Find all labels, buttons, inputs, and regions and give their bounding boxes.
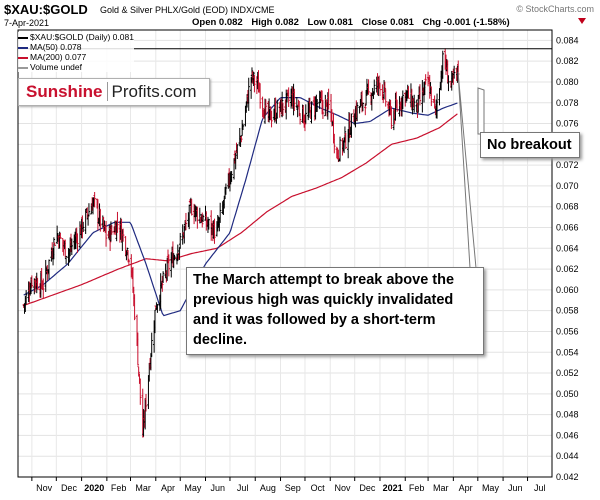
logo-part2: Profits.com (106, 82, 197, 101)
march-attempt-callout: The March attempt to break above the pre… (186, 267, 484, 355)
y-tick-label: 0.076 (556, 119, 579, 129)
legend-volume-swatch (18, 66, 28, 69)
x-tick-label: Sep (285, 483, 301, 493)
chart-frame (17, 29, 553, 478)
chart-date: 7-Apr-2021 (4, 18, 50, 28)
legend-ma200: MA(200) 0.077 (18, 52, 134, 62)
ma50-line (23, 97, 458, 317)
legend-ma200-swatch (18, 56, 28, 59)
x-tick-label: Feb (409, 483, 425, 493)
chart-symbol-title: $XAU:$GOLD (4, 2, 88, 17)
x-tick-label: Aug (260, 483, 276, 493)
ma200-layer (23, 113, 458, 307)
y-tick-label: 0.082 (556, 56, 579, 66)
high-value: High 0.082 (251, 17, 299, 28)
legend-volume-label: Volume undef (30, 62, 82, 72)
y-tick-label: 0.064 (556, 243, 579, 253)
y-tick-label: 0.060 (556, 285, 579, 295)
x-axis: Nov Dec 2020 Feb Mar Apr May Jun Jul Aug Sep Oct Nov… (31, 477, 546, 493)
y-axis: 0.042 0.044 0.046 0.048 0.050 0.052 0.054 0.056… (556, 35, 579, 482)
y-tick-label: 0.056 (556, 326, 579, 336)
x-tick-label: Dec (61, 483, 78, 493)
x-tick-label: Nov (36, 483, 53, 493)
x-tick-label: Jun (508, 483, 523, 493)
watermark: © StockCharts.com (516, 4, 594, 14)
x-tick-label: Oct (311, 483, 326, 493)
y-tick-label: 0.070 (556, 181, 579, 191)
y-tick-label: 0.066 (556, 223, 579, 233)
open-value: Open 0.082 (192, 17, 243, 28)
change-value: Chg -0.001 (-1.58%) (422, 17, 510, 28)
legend-ma200-label: MA(200) 0.077 (30, 52, 87, 62)
x-tick-label: Nov (334, 483, 351, 493)
y-tick-label: 0.054 (556, 347, 579, 357)
legend-price-swatch (18, 36, 28, 39)
y-tick-label: 0.042 (556, 472, 579, 482)
x-tick-label: Mar (135, 483, 151, 493)
x-tick-label: Mar (433, 483, 449, 493)
y-tick-label: 0.044 (556, 451, 579, 461)
ma50-layer (23, 97, 458, 317)
legend-ma50-label: MA(50) 0.078 (30, 42, 82, 52)
legend-price-label: $XAU:$GOLD (Daily) 0.081 (30, 32, 134, 42)
no-breakout-callout: No breakout (480, 132, 580, 158)
y-tick-label: 0.068 (556, 202, 579, 212)
y-tick-label: 0.084 (556, 35, 579, 45)
y-tick-label: 0.048 (556, 410, 579, 420)
ohlc-readout: Open 0.082 High 0.082 Low 0.081 Close 0.… (192, 17, 516, 28)
x-tick-label: Feb (111, 483, 127, 493)
low-value: Low 0.081 (307, 17, 353, 28)
x-tick-label: May (482, 483, 500, 493)
logo-part1: Sunshine (26, 82, 103, 101)
dropdown-arrow-icon[interactable] (578, 18, 586, 24)
legend-volume: Volume undef (18, 62, 134, 72)
chart-legend: $XAU:$GOLD (Daily) 0.081 MA(50) 0.078 MA… (18, 32, 134, 72)
y-tick-label: 0.072 (556, 160, 579, 170)
y-tick-label: 0.062 (556, 264, 579, 274)
chart-description: Gold & Silver PHLX/Gold (EOD) INDX/CME (100, 5, 275, 15)
callout-pointers (457, 71, 485, 269)
y-tick-label: 0.052 (556, 368, 579, 378)
y-tick-label: 0.046 (556, 430, 579, 440)
x-tick-label: Jun (210, 483, 225, 493)
x-tick-label: Jul (237, 483, 249, 493)
plot-area-border (17, 29, 553, 478)
legend-ma50-swatch (18, 46, 28, 49)
x-tick-label: Apr (459, 483, 473, 493)
x-tick-label: May (184, 483, 202, 493)
ma200-line (23, 113, 458, 307)
x-tick-label: Apr (161, 483, 175, 493)
legend-ma50: MA(50) 0.078 (18, 42, 134, 52)
x-tick-label: Dec (359, 483, 376, 493)
legend-price: $XAU:$GOLD (Daily) 0.081 (18, 32, 134, 42)
y-tick-label: 0.078 (556, 98, 579, 108)
y-tick-label: 0.058 (556, 306, 579, 316)
close-value: Close 0.081 (361, 17, 414, 28)
march-pointer (457, 71, 477, 269)
x-tick-label: 2021 (383, 483, 403, 493)
breakout-pointer (477, 87, 485, 135)
y-tick-label: 0.050 (556, 389, 579, 399)
y-tick-label: 0.080 (556, 77, 579, 87)
price-bars-layer (22, 48, 460, 438)
x-tick-label: Jul (534, 483, 546, 493)
sunshine-profits-logo: Sunshine Profits.com (18, 78, 210, 106)
x-tick-label: 2020 (84, 483, 104, 493)
